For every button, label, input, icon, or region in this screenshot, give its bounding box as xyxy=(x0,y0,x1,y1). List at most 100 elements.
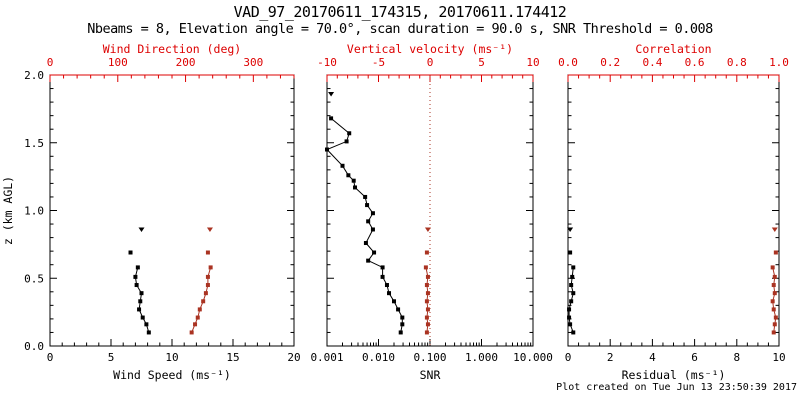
top-tick-label: 300 xyxy=(243,56,263,69)
top-tick-label: 200 xyxy=(176,56,196,69)
top-tick-label: -10 xyxy=(317,56,337,69)
top-tick-label: 0.8 xyxy=(727,56,747,69)
wind-speed-point xyxy=(133,274,138,279)
wind-speed-point xyxy=(144,322,149,327)
wind-direction-point xyxy=(195,315,200,320)
wind-speed-point xyxy=(146,330,151,335)
top-tick-label: 0.2 xyxy=(600,56,620,69)
residual-point xyxy=(569,299,574,304)
snr-profile-point xyxy=(347,131,352,136)
snr-profile-point xyxy=(372,250,377,255)
y-tick-label: 0.0 xyxy=(24,340,44,353)
residual-point xyxy=(570,274,575,279)
vertical-velocity-point xyxy=(424,227,431,232)
x-tick-label: 10.000 xyxy=(513,351,553,364)
y-axis-title: z (km AGL) xyxy=(1,176,15,245)
vertical-velocity-point xyxy=(424,299,429,304)
correlation-point xyxy=(772,291,777,296)
wind-speed-point xyxy=(135,265,140,270)
snr-profile-point xyxy=(396,307,401,312)
top-axis-title: Correlation xyxy=(635,42,711,56)
vertical-velocity-point xyxy=(425,307,430,312)
x-tick-label: 0.100 xyxy=(413,351,446,364)
correlation-point xyxy=(770,299,775,304)
snr-profile-point xyxy=(398,330,403,335)
wind-speed-point xyxy=(134,283,139,288)
plot-created-timestamp: Plot created on Tue Jun 13 23:50:39 2017 xyxy=(556,382,797,393)
x-axis-title: Wind Speed (ms⁻¹) xyxy=(113,368,231,382)
y-tick-label: 1.5 xyxy=(24,137,44,150)
wind-speed-point xyxy=(139,291,144,296)
residual-point xyxy=(571,291,576,296)
vertical-velocity-point xyxy=(423,265,428,270)
residual-panel-frame xyxy=(567,74,780,347)
correlation-point xyxy=(770,265,775,270)
snr-profile-point xyxy=(328,91,335,97)
vertical-velocity-point xyxy=(425,291,430,296)
top-tick-label: 0.4 xyxy=(642,56,662,69)
top-tick-label: -5 xyxy=(372,56,385,69)
wind-panel-frame xyxy=(49,74,295,347)
residual-point xyxy=(571,265,576,270)
x-tick-label: 6 xyxy=(691,351,698,364)
wind-speed-point xyxy=(128,250,133,255)
vertical-velocity-point xyxy=(424,315,429,320)
y-tick-label: 2.0 xyxy=(24,69,44,82)
snr-profile-point xyxy=(370,211,375,216)
x-tick-label: 8 xyxy=(733,351,740,364)
top-tick-label: 0 xyxy=(427,56,434,69)
x-tick-label: 10 xyxy=(165,351,178,364)
wind-speed-point xyxy=(138,227,145,232)
snr-profile-point xyxy=(400,315,405,320)
snr-profile-point xyxy=(353,185,358,190)
snr-profile-point xyxy=(400,322,405,327)
snr-profile-point xyxy=(366,258,371,263)
snr-profile-point xyxy=(363,194,368,199)
snr-profile-point xyxy=(366,219,371,224)
x-tick-label: 5 xyxy=(108,351,115,364)
residual-point xyxy=(567,227,574,232)
snr-profile-point xyxy=(380,265,385,270)
residual-point xyxy=(569,283,574,288)
snr-profile-point xyxy=(370,227,375,232)
snr-profile-point xyxy=(344,139,349,144)
y-tick-label: 0.5 xyxy=(24,272,44,285)
y-tick-label: 1.0 xyxy=(24,205,44,218)
wind-direction-point xyxy=(208,265,213,270)
wind-direction-point xyxy=(205,283,210,288)
snr-panel-frame xyxy=(326,74,534,347)
wind-speed-point xyxy=(137,307,142,312)
residual-point xyxy=(571,330,576,335)
plot-subtitle: Nbeams = 8, Elevation angle = 70.0°, sca… xyxy=(87,21,713,37)
correlation-point xyxy=(771,330,776,335)
top-tick-label: 0.0 xyxy=(558,56,578,69)
vertical-velocity-point xyxy=(424,283,429,288)
snr-profile-point xyxy=(387,291,392,296)
top-axis-title: Wind Direction (deg) xyxy=(103,42,241,56)
snr-profile-point xyxy=(346,173,351,178)
residual-point xyxy=(567,307,572,312)
wind-direction-point xyxy=(189,330,194,335)
wind-direction-point xyxy=(197,307,202,312)
snr-profile-point xyxy=(365,203,370,208)
snr-profile-point xyxy=(325,147,329,152)
x-tick-label: 2 xyxy=(607,351,614,364)
top-tick-label: 1.0 xyxy=(769,56,789,69)
vertical-velocity-point xyxy=(424,250,429,255)
x-tick-label: 0 xyxy=(47,351,54,364)
snr-profile-point xyxy=(380,274,385,279)
x-tick-label: 1.000 xyxy=(465,351,498,364)
correlation-point xyxy=(771,227,778,232)
x-tick-label: 10 xyxy=(772,351,785,364)
plot-title: VAD_97_20170611_174315, 20170611.174412 xyxy=(233,3,567,21)
top-tick-label: 0.6 xyxy=(685,56,705,69)
top-tick-label: 5 xyxy=(478,56,485,69)
top-tick-label: 100 xyxy=(108,56,128,69)
wind-speed-point xyxy=(140,315,145,320)
x-tick-label: 0 xyxy=(565,351,572,364)
wind-direction-point xyxy=(201,299,206,304)
snr-profile-line xyxy=(326,118,403,333)
snr-profile-point xyxy=(329,116,334,121)
correlation-point xyxy=(772,274,777,279)
